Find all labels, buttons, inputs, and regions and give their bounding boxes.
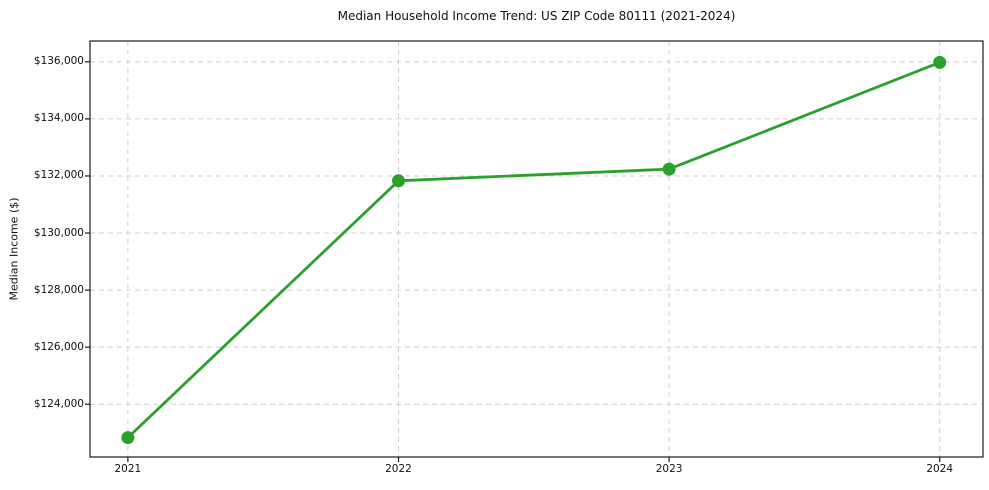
y-tick-label: $132,000 — [33, 169, 84, 182]
y-tick-label: $134,000 — [33, 112, 84, 125]
y-tick-label: $126,000 — [33, 340, 84, 353]
data-point-marker — [933, 55, 947, 69]
y-tick-label: $130,000 — [33, 226, 84, 239]
series-line — [126, 60, 942, 439]
x-tick-label: 2023 — [655, 463, 683, 475]
data-point-marker — [121, 431, 135, 445]
x-tick-label: 2021 — [114, 463, 142, 475]
y-tick-label: $128,000 — [33, 283, 84, 296]
data-point-marker — [391, 174, 405, 188]
y-tick-label: $124,000 — [33, 397, 84, 410]
x-tick-label: 2022 — [385, 463, 412, 475]
plot-border — [89, 40, 984, 458]
chart-title: Median Household Income Trend: US ZIP Co… — [337, 9, 736, 23]
y-tick-label: $136,000 — [33, 55, 84, 68]
x-tick-label: 2024 — [926, 463, 954, 475]
data-point-marker — [662, 162, 676, 176]
